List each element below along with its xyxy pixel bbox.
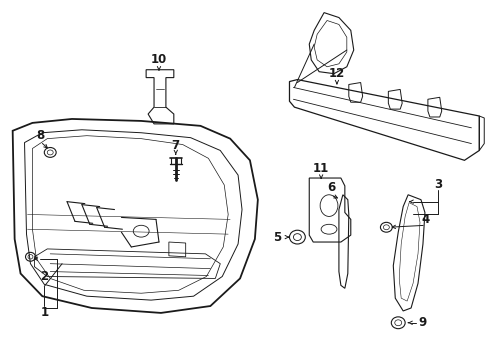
- Text: 11: 11: [312, 162, 328, 175]
- Text: 8: 8: [36, 129, 44, 142]
- Text: 6: 6: [326, 181, 334, 194]
- Text: 10: 10: [151, 53, 167, 66]
- Text: 7: 7: [171, 139, 180, 152]
- Text: 3: 3: [433, 179, 441, 192]
- Text: 2: 2: [40, 270, 48, 283]
- Text: 1: 1: [40, 306, 48, 319]
- Text: 9: 9: [418, 316, 426, 329]
- Text: 4: 4: [421, 213, 429, 226]
- Text: 5: 5: [273, 231, 281, 244]
- Text: 12: 12: [328, 67, 345, 80]
